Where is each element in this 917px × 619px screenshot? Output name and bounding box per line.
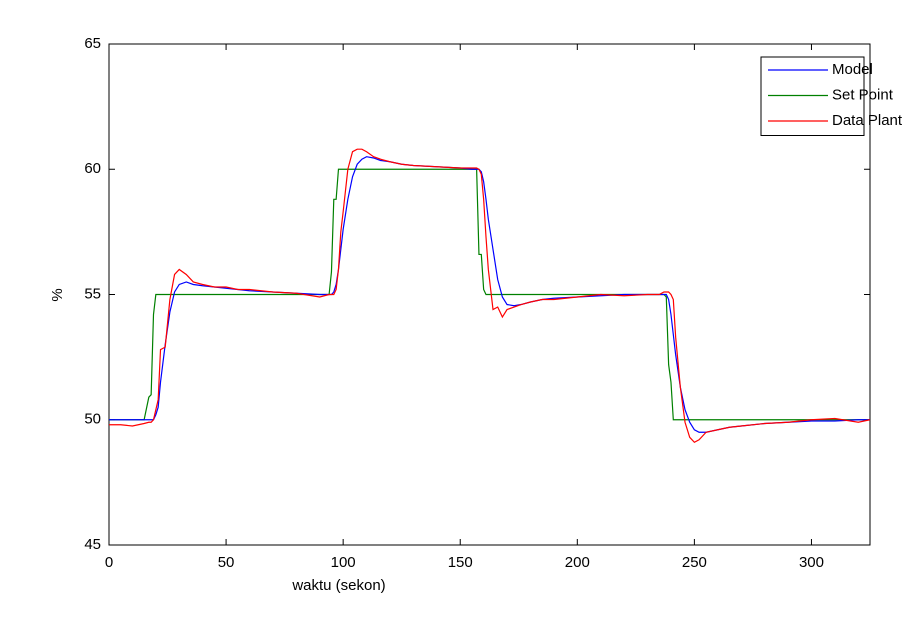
y-tick-label: 50: [84, 411, 101, 428]
x-tick-label: 50: [218, 554, 235, 571]
y-tick-label: 60: [84, 160, 101, 177]
x-tick-label: 200: [565, 554, 590, 571]
x-axis-label: waktu (sekon): [291, 577, 385, 594]
x-tick-label: 150: [448, 554, 473, 571]
legend-label: Data Plant: [832, 112, 903, 129]
series-line: [109, 168, 870, 421]
x-tick-label: 250: [682, 554, 707, 571]
x-tick-label: 300: [799, 554, 824, 571]
y-tick-label: 55: [84, 285, 101, 302]
y-tick-label: 65: [84, 35, 101, 52]
series-line: [109, 148, 871, 444]
legend-label: Set Point: [832, 86, 894, 103]
x-tick-label: 100: [331, 554, 356, 571]
x-tick-label: 0: [105, 554, 113, 571]
legend-label: Model: [832, 61, 873, 78]
y-axis-label: %: [49, 288, 66, 301]
y-tick-label: 45: [84, 536, 101, 553]
